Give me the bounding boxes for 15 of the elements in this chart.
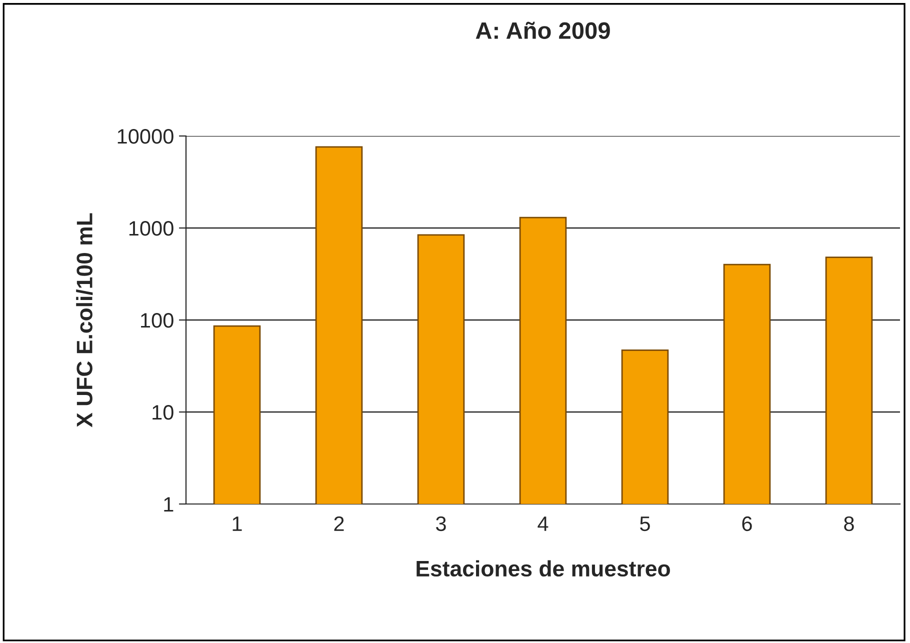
x-axis-title: Estaciones de muestreo: [416, 560, 670, 577]
y-tick-label: 10: [152, 405, 174, 420]
y-tick-label: 10000: [118, 129, 174, 144]
x-tick-label: 8: [844, 516, 854, 532]
y-axis-title: X UFC E.coli/100 mL: [76, 213, 93, 428]
x-tick-label: 1: [232, 516, 242, 531]
chart-title: A: Año 2009: [476, 22, 610, 40]
x-tick-label: 6: [742, 516, 752, 532]
y-tick-label: 1000: [129, 221, 174, 236]
x-tick-label: 4: [538, 516, 548, 531]
x-tick-label: 3: [436, 516, 446, 532]
y-tick-label: 1: [164, 497, 174, 512]
x-tick-label: 2: [334, 516, 344, 531]
x-tick-label: 5: [640, 516, 650, 532]
y-tick-label: 100: [141, 313, 174, 328]
